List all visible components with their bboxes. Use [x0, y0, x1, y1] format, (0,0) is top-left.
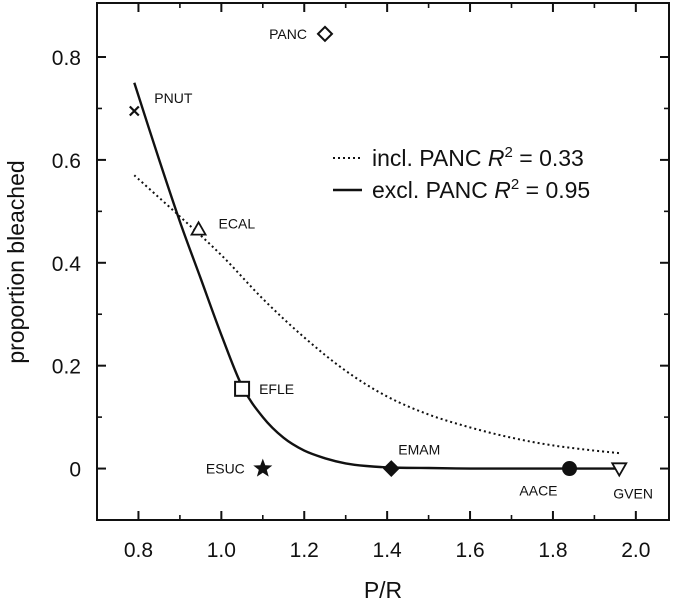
curve-excl-panc — [133, 82, 620, 470]
data-points: PANC PNUT ECAL EFLE ESUC EMAM AACE GVEN — [129, 25, 653, 502]
legend-series-name: excl. PANC — [372, 177, 494, 203]
legend-label-incl-panc: incl. PANC R2 = 0.33 — [372, 144, 584, 171]
point-panc-label: PANC — [269, 26, 307, 42]
y-tick-label: 0.2 — [52, 356, 81, 379]
point-emam-label: EMAM — [398, 442, 440, 458]
point-emam — [382, 460, 400, 477]
point-aace-label: AACE — [519, 483, 557, 499]
legend-r2-superscript: 2 — [505, 144, 513, 161]
x-tick-label: 1.0 — [207, 539, 236, 562]
legend-r2-superscript: 2 — [511, 176, 519, 193]
plot-frame — [96, 2, 670, 521]
point-pnut-label: PNUT — [154, 90, 193, 106]
x-tick-label: 0.8 — [124, 539, 153, 562]
y-tick-label: 0.4 — [52, 253, 82, 276]
legend-series-name: incl. PANC — [372, 145, 488, 171]
legend-r2-value: = 0.95 — [519, 177, 590, 203]
point-esuc-label: ESUC — [206, 461, 245, 477]
legend-r2-value: = 0.33 — [513, 145, 584, 171]
axis-ticks: 0.8 1.0 1.2 1.4 1.6 1.8 2.0 0 0.2 0.4 0.6 0.8 — [52, 3, 669, 562]
fit-curves — [133, 82, 620, 470]
point-ecal — [189, 220, 208, 236]
point-aace — [562, 461, 578, 477]
point-efle — [234, 380, 251, 397]
legend-label-excl-panc: excl. PANC R2 = 0.95 — [372, 176, 590, 203]
x-tick-label: 1.8 — [538, 539, 567, 562]
x-tick-label: 2.0 — [621, 539, 650, 562]
y-axis-title: proportion bleached — [3, 160, 29, 363]
point-ecal-label: ECAL — [219, 215, 256, 231]
point-esuc — [253, 458, 273, 477]
point-pnut — [129, 105, 140, 117]
x-tick-label: 1.6 — [455, 539, 484, 562]
point-gven — [610, 462, 628, 478]
point-panc — [316, 25, 334, 43]
point-gven-label: GVEN — [613, 486, 653, 502]
x-axis-title: P/R — [364, 577, 402, 603]
point-efle-label: EFLE — [259, 381, 294, 397]
legend-r2-symbol: R — [488, 145, 505, 171]
y-tick-label: 0.6 — [52, 150, 81, 173]
curve-incl-panc — [133, 174, 620, 455]
y-tick-label: 0.8 — [52, 47, 81, 70]
x-tick-label: 1.4 — [373, 539, 403, 562]
x-tick-label: 1.2 — [290, 539, 319, 562]
legend-r2-symbol: R — [494, 177, 511, 203]
y-tick-label: 0 — [69, 459, 81, 482]
